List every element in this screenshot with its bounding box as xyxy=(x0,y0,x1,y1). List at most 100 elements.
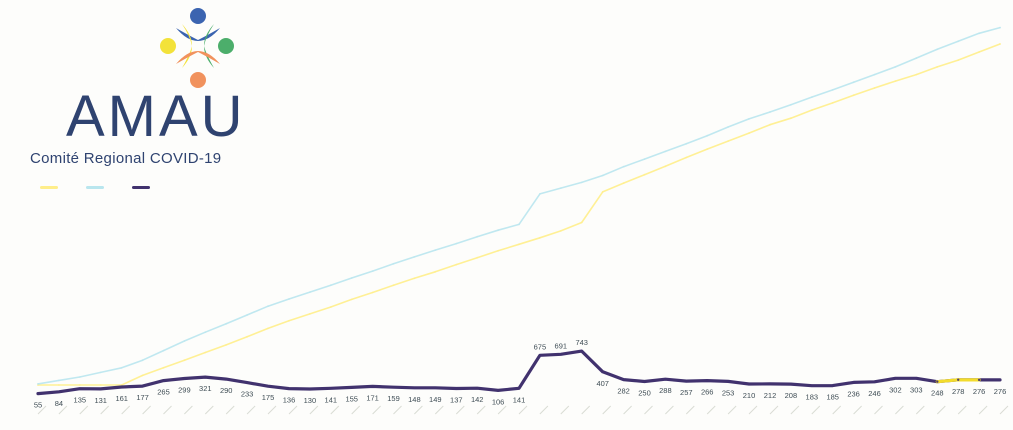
series-2-point xyxy=(978,32,980,35)
data-label: 212 xyxy=(764,391,777,400)
series-2-point xyxy=(643,158,646,161)
data-label: 148 xyxy=(408,395,421,404)
data-label: 321 xyxy=(199,384,212,393)
series-3-point xyxy=(643,173,646,176)
data-label: 278 xyxy=(952,387,965,396)
series-2-point xyxy=(141,359,144,362)
series-3-point xyxy=(204,351,207,354)
logo-title: AMAU xyxy=(66,84,246,149)
series-1-point xyxy=(266,385,270,388)
data-label: 276 xyxy=(994,387,1007,396)
data-label: 136 xyxy=(283,396,296,405)
series-1-point xyxy=(831,384,834,387)
x-tick-mark xyxy=(853,405,862,415)
data-label: 183 xyxy=(806,393,819,402)
series-3-point xyxy=(790,117,792,120)
series-2-point xyxy=(455,242,458,245)
series-2-point xyxy=(810,96,813,98)
series-1-point xyxy=(706,379,709,382)
series-2-point xyxy=(727,126,729,128)
series-3-point xyxy=(329,306,332,308)
series-1-point xyxy=(36,392,40,395)
data-label: 141 xyxy=(513,395,526,404)
series-1-point xyxy=(622,378,625,381)
series-3-point xyxy=(664,165,667,168)
x-tick-mark xyxy=(539,405,549,415)
series-2-point xyxy=(246,314,249,316)
series-2-point xyxy=(37,383,39,385)
series-2-point xyxy=(873,73,876,76)
series-2-point xyxy=(601,174,604,177)
series-2-point xyxy=(309,291,311,293)
series-1-point xyxy=(329,387,332,390)
series-2-point xyxy=(58,379,60,382)
x-tick-mark xyxy=(476,405,486,415)
series-2-point xyxy=(329,284,332,287)
series-2-point xyxy=(78,376,81,378)
series-2-point xyxy=(936,48,939,51)
amau-logo: AMAU Comité Regional COVID-19 xyxy=(28,6,318,176)
series-1-point xyxy=(99,387,102,391)
x-tick-mark xyxy=(581,405,591,415)
series-1-point xyxy=(601,370,604,373)
x-tick-mark xyxy=(915,405,925,415)
x-tick-mark xyxy=(79,405,89,415)
series-1-point xyxy=(350,386,353,389)
series-1-point xyxy=(957,378,960,381)
series-1-point xyxy=(559,353,562,356)
series-3-point xyxy=(852,94,855,97)
data-label: 282 xyxy=(617,387,630,396)
series-3-point xyxy=(769,123,771,126)
series-3-point xyxy=(413,277,416,280)
data-label: 743 xyxy=(575,338,588,347)
x-tick-mark xyxy=(455,405,465,415)
data-label: 177 xyxy=(136,393,149,402)
series-3-point xyxy=(622,182,625,185)
x-tick-mark xyxy=(957,405,967,415)
legend-swatch-series-3 xyxy=(132,186,150,189)
series-2-point xyxy=(120,366,123,369)
series-2-point xyxy=(225,322,228,325)
series-3-point xyxy=(183,359,186,362)
series-1-point xyxy=(747,382,751,386)
series-3-point xyxy=(392,284,395,287)
data-label: 171 xyxy=(366,393,379,402)
series-1-point xyxy=(977,378,981,382)
x-tick-mark xyxy=(58,405,68,415)
series-2-point xyxy=(539,193,541,195)
series-2-point xyxy=(580,181,583,184)
series-3-point xyxy=(539,236,541,239)
series-1-point xyxy=(308,387,312,391)
series-2-point xyxy=(852,81,855,84)
x-tick-mark xyxy=(790,405,800,415)
series-2-point xyxy=(790,103,792,106)
x-tick-mark xyxy=(288,405,298,415)
legend-item-series-1 xyxy=(40,186,64,189)
series-3-point xyxy=(831,102,834,104)
data-label: 407 xyxy=(596,379,609,388)
x-tick-mark xyxy=(142,405,151,415)
series-2-point xyxy=(769,111,771,113)
series-2-point xyxy=(99,371,102,374)
series-3-point xyxy=(309,313,311,315)
series-2-point xyxy=(204,331,207,334)
series-2-point xyxy=(915,57,918,59)
series-1-point xyxy=(852,381,855,384)
series-3-point xyxy=(371,291,374,294)
series-1-point xyxy=(664,378,667,381)
data-label: 106 xyxy=(492,397,505,406)
x-tick-mark xyxy=(330,405,340,415)
series-1-point xyxy=(287,387,291,390)
series-2-point xyxy=(957,40,960,43)
series-1-point xyxy=(455,387,458,390)
series-2-point xyxy=(559,187,562,190)
data-label: 130 xyxy=(304,396,317,405)
data-label: 288 xyxy=(659,386,672,395)
series-3-point xyxy=(999,43,1001,45)
data-label: 233 xyxy=(241,390,254,399)
series-3-point xyxy=(580,221,583,224)
series-1-point xyxy=(685,379,688,383)
x-tick-mark xyxy=(832,405,842,415)
series-3-point xyxy=(873,87,876,89)
series-1-point xyxy=(936,380,939,383)
